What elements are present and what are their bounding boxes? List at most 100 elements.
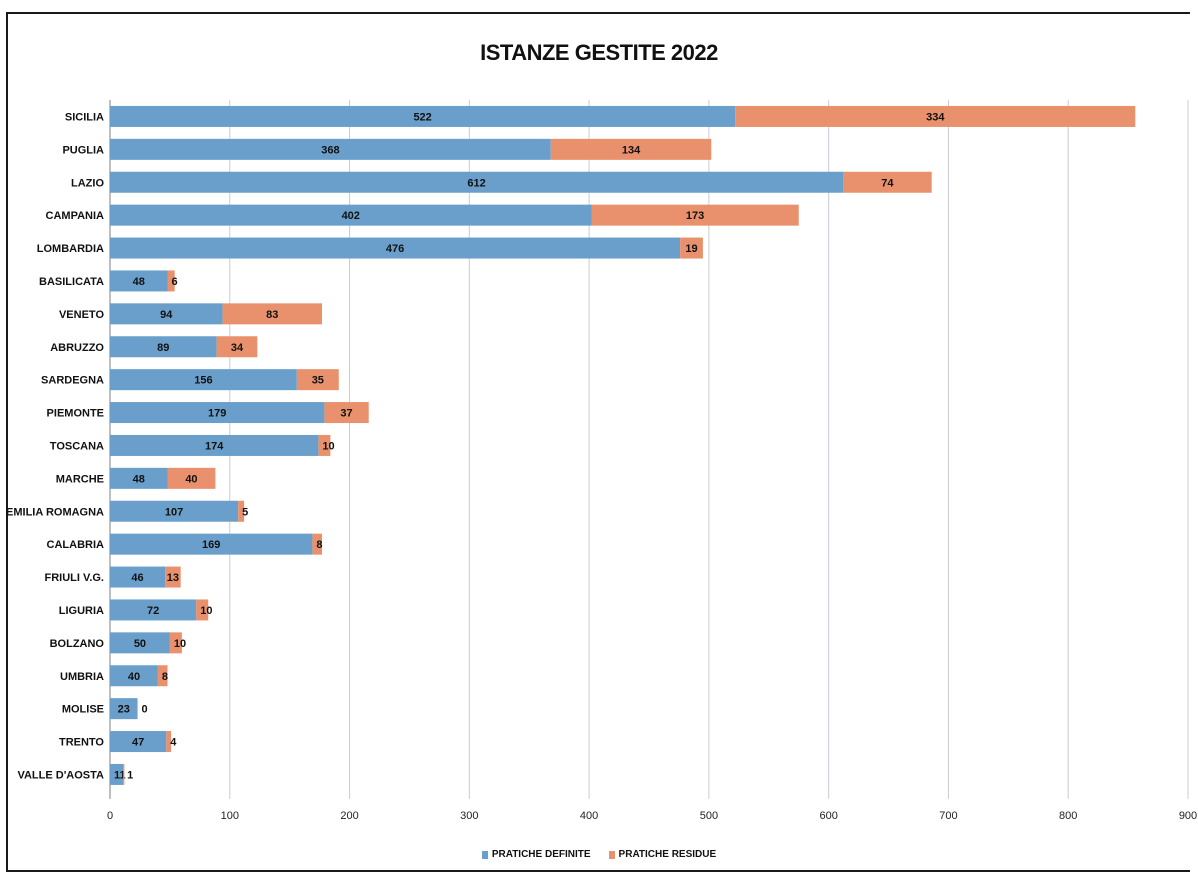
bar-residue	[550, 138, 712, 160]
data-label-definite: 174	[205, 440, 224, 452]
data-label-definite: 72	[147, 605, 159, 617]
data-label-residue: 8	[316, 539, 322, 551]
x-tick-label: 800	[1059, 810, 1077, 822]
bar-residue	[591, 204, 799, 226]
category-label: BOLZANO	[50, 638, 105, 650]
x-tick-label: 400	[580, 810, 598, 822]
bar-definite	[110, 270, 168, 292]
category-label: UMBRIA	[60, 671, 104, 683]
data-label-residue: 6	[171, 276, 177, 288]
x-tick-label: 0	[107, 810, 113, 822]
data-label-residue: 34	[231, 342, 244, 354]
legend-swatch-residue	[608, 850, 615, 859]
bar-residue	[680, 237, 703, 259]
bar-residue	[216, 336, 258, 358]
category-label: LOMBARDIA	[37, 243, 104, 255]
bar-residue	[318, 434, 331, 456]
legend-label-residue: PRATICHE RESIDUE	[618, 849, 717, 860]
chart-frame	[6, 12, 1190, 872]
data-label-definite: 156	[194, 375, 212, 387]
bar-definite	[110, 698, 138, 720]
bar-residue	[735, 105, 1136, 127]
data-label-residue: 0	[142, 704, 148, 716]
category-label: TRENTO	[59, 737, 104, 749]
data-label-residue: 10	[322, 440, 334, 452]
chart-title: ISTANZE GESTITE 2022	[480, 40, 718, 65]
bar-definite	[110, 566, 166, 588]
x-tick-label: 700	[939, 810, 957, 822]
bar-definite	[110, 303, 223, 325]
data-label-definite: 476	[386, 243, 404, 255]
category-label: VALLE D'AOSTA	[17, 769, 104, 781]
category-label: SARDEGNA	[41, 375, 104, 387]
data-label-definite: 40	[128, 671, 140, 683]
category-label: TOSCANA	[50, 440, 104, 452]
bar-residue	[324, 402, 369, 424]
bar-residue	[166, 731, 172, 753]
bar-residue	[167, 467, 216, 489]
bar-definite	[110, 369, 297, 391]
data-label-definite: 47	[132, 737, 144, 749]
bar-residue	[238, 500, 245, 522]
bar-definite	[110, 138, 551, 160]
category-label: LAZIO	[71, 177, 104, 189]
category-label: LIGURIA	[59, 605, 104, 617]
bar-residue	[196, 599, 209, 621]
data-label-definite: 402	[342, 210, 360, 222]
bar-definite	[110, 105, 736, 127]
data-label-definite: 48	[133, 276, 145, 288]
bar-definite	[110, 500, 239, 522]
data-label-definite: 179	[208, 408, 226, 420]
data-label-residue: 40	[185, 473, 197, 485]
data-label-definite: 50	[134, 638, 146, 650]
data-label-definite: 11	[114, 769, 126, 781]
bar-definite	[110, 336, 217, 358]
category-label: PIEMONTE	[47, 408, 104, 420]
bar-definite	[110, 632, 170, 654]
data-label-residue: 134	[622, 144, 641, 156]
category-label: MOLISE	[62, 704, 104, 716]
bar-residue	[167, 270, 175, 292]
category-label: CALABRIA	[47, 539, 104, 551]
data-label-definite: 368	[321, 144, 339, 156]
category-label: SICILIA	[65, 111, 104, 123]
category-label: CAMPANIA	[46, 210, 105, 222]
bar-residue	[123, 763, 125, 785]
data-label-residue: 4	[170, 737, 177, 749]
bar-definite	[110, 533, 313, 555]
bar-definite	[110, 467, 168, 489]
data-label-definite: 107	[165, 506, 183, 518]
x-tick-label: 300	[460, 810, 478, 822]
data-label-definite: 48	[133, 473, 145, 485]
x-tick-label: 900	[1179, 810, 1197, 822]
data-label-residue: 35	[312, 375, 324, 387]
data-label-definite: 612	[467, 177, 485, 189]
x-tick-label: 100	[221, 810, 239, 822]
data-label-residue: 74	[881, 177, 894, 189]
bar-residue	[312, 533, 323, 555]
data-label-residue: 10	[174, 638, 186, 650]
data-label-residue: 8	[162, 671, 168, 683]
data-label-definite: 89	[157, 342, 169, 354]
bar-definite	[110, 171, 844, 193]
data-label-residue: 1	[127, 769, 133, 781]
bar-definite	[110, 237, 681, 259]
data-label-residue: 19	[685, 243, 697, 255]
legend: PRATICHE DEFINITE PRATICHE RESIDUE	[0, 849, 1198, 860]
data-label-residue: 13	[167, 572, 179, 584]
category-label: ABRUZZO	[50, 342, 104, 354]
data-label-residue: 334	[926, 111, 945, 123]
bar-residue	[296, 369, 339, 391]
data-label-residue: 5	[242, 506, 248, 518]
x-tick-label: 500	[700, 810, 718, 822]
category-label: EMILIA ROMAGNA	[6, 506, 104, 518]
category-label: FRIULI V.G.	[45, 572, 105, 584]
data-label-definite: 94	[160, 309, 173, 321]
bar-residue	[169, 632, 182, 654]
data-label-definite: 169	[202, 539, 220, 551]
category-label: MARCHE	[56, 473, 104, 485]
x-tick-label: 200	[340, 810, 358, 822]
category-label: PUGLIA	[62, 144, 104, 156]
bar-definite	[110, 402, 325, 424]
